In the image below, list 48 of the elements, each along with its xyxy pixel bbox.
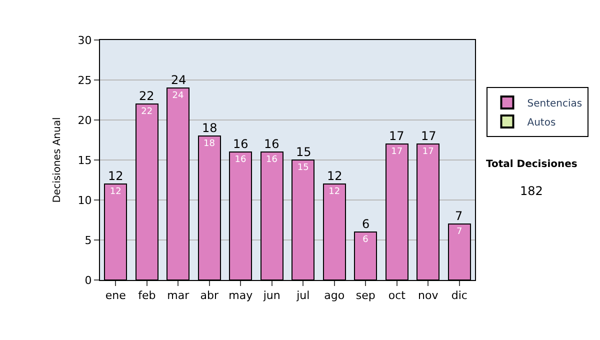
data-label: 17 [422,147,434,157]
total-label: 18 [202,121,218,135]
x-tick-label: ene [105,289,126,302]
y-tick-label: 20 [78,114,92,127]
x-tick-label: sep [356,289,376,302]
data-label: 15 [297,163,309,173]
text: 182 [520,184,543,198]
data-label: 17 [391,147,403,157]
text: Total Decisiones [486,159,578,170]
total-label: 6 [362,217,370,231]
x-tick-label: feb [138,289,156,302]
legend-label: Sentencias [527,98,582,110]
x-tick-label: jul [296,289,310,302]
y-tick-label: 25 [78,74,92,87]
data-label: 12 [328,187,340,197]
data-label: 18 [204,139,216,149]
legend-label: Autos [527,117,556,128]
x-tick-label: abr [200,289,219,302]
y-tick-label: 5 [84,234,92,247]
y-tick-label: 10 [78,194,92,207]
x-tick-label: dic [451,289,468,302]
total-label: 16 [264,137,280,151]
x-tick-label: nov [418,289,439,302]
x-tick-label: oct [388,289,406,302]
data-label: 16 [266,155,278,165]
total-label: 17 [389,129,404,143]
total-label: 16 [233,137,248,151]
data-label: 6 [362,235,369,245]
y-tick-label: 0 [84,274,92,287]
x-tick-label: ago [324,289,345,302]
data-label: 22 [141,107,153,117]
x-tick-label: may [228,289,254,302]
total-label: 12 [108,169,124,183]
x-tick-label: jun [262,289,280,302]
total-label: 17 [421,129,436,143]
data-label: 24 [172,91,184,101]
y-tick-label: 15 [78,154,92,167]
x-tick-label: mar [167,289,190,302]
data-label: 16 [234,155,246,165]
data-label: 12 [110,187,122,197]
total-label: 24 [171,73,186,87]
total-label: 22 [139,89,154,103]
total-label: 15 [296,145,312,159]
total-label: 12 [327,169,342,183]
y-tick-label: 30 [78,34,92,47]
total-label: 7 [455,209,463,223]
y-axis-title: Decisiones Anual [52,117,63,203]
data-label: 7 [456,227,462,237]
